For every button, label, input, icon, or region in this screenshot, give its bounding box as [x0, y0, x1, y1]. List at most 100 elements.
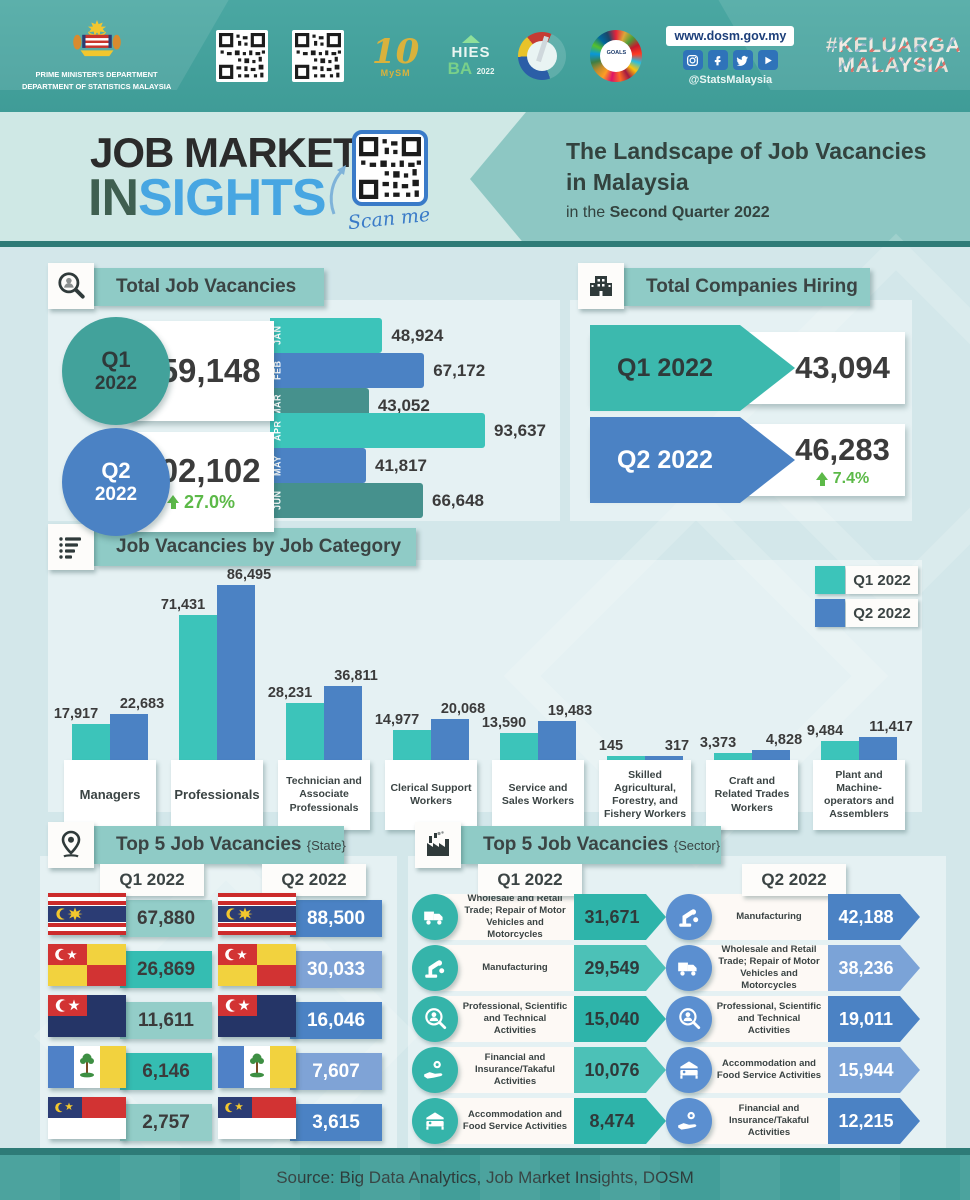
legend-q2-swatch — [815, 599, 845, 627]
qr-code-facebook-icon — [291, 30, 344, 82]
section-title-category: Job Vacancies by Job Category — [94, 528, 416, 566]
building-iconbox — [578, 263, 624, 309]
masthead-title-banner: The Landscape of Job Vacancies in Malays… — [470, 112, 970, 246]
category-cell-craft-trades: 3,373 4,828 Craft and Related Trades Wor… — [700, 558, 802, 830]
legend-q1-label: Q1 2022 — [846, 566, 918, 594]
q1-circle: Q1 2022 — [62, 317, 170, 425]
hand-coin-icon — [678, 1111, 697, 1130]
report-subtitle: in the Second Quarter 2022 — [566, 204, 770, 221]
state-row-penang-q1: 6,146 — [48, 1046, 218, 1096]
factory-iconbox — [415, 822, 461, 868]
pin-iconbox — [48, 822, 94, 868]
robot-arm-icon — [425, 960, 445, 978]
q1-bar — [393, 729, 431, 760]
up-arrow-icon — [166, 494, 180, 510]
sector-q2-column-label: Q2 2022 — [742, 864, 846, 896]
may-bar: MAY — [270, 448, 367, 483]
sector-q1-column-label: Q1 2022 — [478, 864, 582, 896]
johor-flag — [48, 995, 126, 1037]
state-row-selangor-q1: 26,869 — [48, 944, 218, 994]
q2-companies-change: 7.4% — [815, 470, 869, 488]
q1-bar — [286, 702, 324, 760]
q2-bar — [538, 720, 576, 760]
category-cell-managers: 17,917 22,683 Managers — [54, 558, 164, 830]
robot-arm-icon — [679, 909, 699, 927]
masthead: JOB MARKET INSIGHTS Scan me The Landscap… — [0, 112, 970, 246]
sector-row-q2-professional: Professional, Scientific and Technical A… — [666, 996, 920, 1042]
social-handle: @StatsMalaysia — [688, 74, 773, 86]
insights-wordmark: INSIGHTS — [88, 169, 327, 227]
q1-bar — [607, 756, 645, 760]
section-title-state: Top 5 Job Vacancies {State} — [94, 826, 346, 864]
q2-bar — [110, 714, 148, 760]
van-icon — [678, 962, 697, 976]
state-row-johor-q1: 11,611 — [48, 995, 218, 1045]
sector-row-q1-manufacturing: Manufacturing 29,549 — [412, 945, 666, 991]
sector-row-q2-financial: Financial and Insurance/Takaful Activiti… — [666, 1098, 920, 1144]
magnifier-person-icon — [58, 272, 85, 299]
kuala-lumpur-flag — [48, 893, 126, 935]
scan-me-label: Scan me — [346, 203, 432, 235]
facebook-icon[interactable] — [707, 50, 728, 70]
section-title-companies: Total Companies Hiring — [624, 268, 870, 306]
state-row-kuala-lumpur-q2: 88,500 — [218, 893, 388, 943]
sector-row-q2-manufacturing: Manufacturing 42,188 — [666, 894, 920, 940]
state-row-kuala-lumpur-q1: 67,880 — [48, 893, 218, 943]
state-row-melaka-q2: 3,615 — [218, 1097, 388, 1147]
penang-flag — [218, 1046, 296, 1088]
legend-q1-swatch — [815, 566, 845, 594]
jan-bar: JAN — [270, 318, 383, 353]
header-band: PRIME MINISTER'S DEPARTMENT DEPARTMENT O… — [0, 0, 970, 112]
state-row-melaka-q1: 2,757 — [48, 1097, 218, 1147]
dept-line2: DEPARTMENT OF STATISTICS MALAYSIA — [21, 81, 172, 91]
q2-bar — [645, 756, 683, 760]
apr-bar: APR — [270, 413, 485, 448]
person-search-icon — [425, 1008, 447, 1030]
sector-row-q2-wholesale: Wholesale and Retail Trade; Repair of Mo… — [666, 945, 920, 991]
q2-bar — [752, 750, 790, 760]
q1-bar — [714, 753, 752, 760]
sector-row-q1-accommodation: Accommodation and Food Service Activitie… — [412, 1098, 666, 1144]
divider — [0, 1148, 970, 1155]
factory-icon — [427, 831, 449, 856]
q2-circle: Q2 2022 — [62, 428, 170, 536]
bed-icon — [426, 1112, 444, 1130]
website-link[interactable]: www.dosm.gov.my — [666, 26, 795, 46]
list-icon — [59, 537, 81, 559]
hies-ba-2022-logo: HIES BA 2022 — [448, 34, 494, 78]
penang-flag — [48, 1046, 126, 1088]
month-bar-row: MAY 41,817 — [270, 448, 427, 483]
keluarga-malaysia-logo: #KELUARGA MALAYSIA — [818, 36, 968, 76]
month-bar-row: JUN 66,648 — [270, 483, 484, 518]
twitter-icon[interactable] — [732, 50, 753, 70]
hand-coin-icon — [424, 1060, 443, 1079]
legend-q2-label: Q2 2022 — [846, 599, 918, 627]
youtube-icon[interactable] — [757, 50, 778, 70]
q1-bar — [179, 615, 217, 760]
q1-bar — [500, 732, 538, 760]
section-title-sector: Top 5 Job Vacancies {Sector} — [461, 826, 721, 864]
location-pin-icon — [61, 830, 81, 858]
category-cell-plant-operators: 9,484 11,417 Plant and Machine-operators… — [807, 558, 913, 830]
melaka-flag — [48, 1097, 126, 1139]
q1-companies-value: 43,094 — [795, 350, 890, 385]
person-search-icon — [679, 1008, 701, 1030]
feb-bar: FEB — [270, 353, 425, 388]
search-person-iconbox — [48, 263, 94, 309]
month-bar-row: FEB 67,172 — [270, 353, 485, 388]
state-row-selangor-q2: 30,033 — [218, 944, 388, 994]
sector-row-q2-accommodation: Accommodation and Food Service Activitie… — [666, 1047, 920, 1093]
up-arrow-icon — [815, 471, 829, 487]
q2-change: 27.0% — [166, 492, 235, 513]
category-cell-clerical: 14,977 20,068 Clerical Support Workers — [375, 558, 485, 830]
building-icon — [590, 276, 612, 296]
instagram-icon[interactable] — [682, 50, 703, 70]
source-text: Source: Big Data Analytics, Job Market I… — [276, 1167, 694, 1187]
qr-code-icon — [215, 30, 268, 82]
van-icon — [424, 911, 443, 925]
month-bar-row: JAN 48,924 — [270, 318, 443, 353]
scan-me-qr-code[interactable] — [352, 130, 428, 206]
melaka-flag — [218, 1097, 296, 1139]
category-cell-agricultural: 145 317 Skilled Agricultural, Forestry, … — [599, 558, 691, 830]
